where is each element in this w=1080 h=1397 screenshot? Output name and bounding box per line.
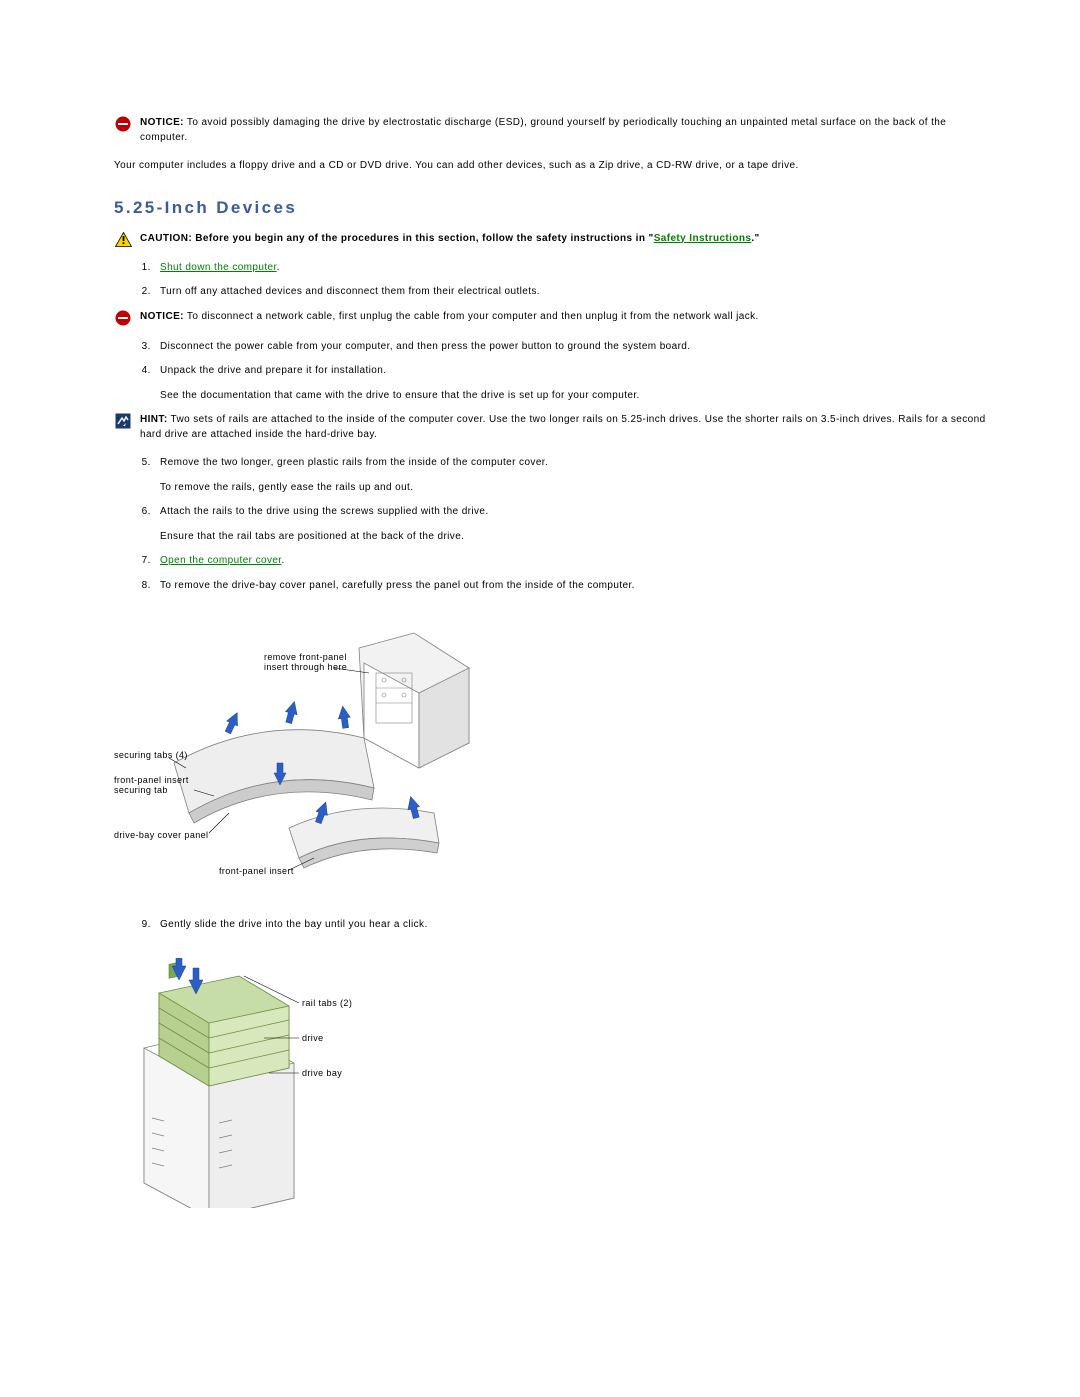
notice-body: To avoid possibly damaging the drive by … [140, 117, 946, 143]
caution-after: ." [751, 233, 759, 244]
step-2: Turn off any attached devices and discon… [154, 285, 990, 300]
step-6: Attach the rails to the drive using the … [154, 505, 990, 544]
caution-label: CAUTION: [140, 233, 195, 244]
section-heading: 5.25-Inch Devices [114, 198, 990, 218]
notice-text: NOTICE: To disconnect a network cable, f… [140, 310, 990, 325]
notice-network: NOTICE: To disconnect a network cable, f… [114, 310, 990, 326]
hint-icon [114, 413, 132, 429]
open-cover-link[interactable]: Open the computer cover [160, 555, 282, 566]
step-8: To remove the drive-bay cover panel, car… [154, 579, 990, 594]
step-1-trail: . [277, 262, 280, 273]
caution-text: CAUTION: Before you begin any of the pro… [140, 232, 990, 247]
procedure-list-cont: Disconnect the power cable from your com… [114, 340, 990, 404]
caution-icon [114, 232, 132, 247]
notice-esd: NOTICE: To avoid possibly damaging the d… [114, 116, 990, 145]
step-4-main: Unpack the drive and prepare it for inst… [160, 365, 386, 376]
notice-text: NOTICE: To avoid possibly damaging the d… [140, 116, 990, 145]
notice-icon [114, 310, 132, 326]
step-5-main: Remove the two longer, green plastic rai… [160, 457, 548, 468]
step-6-sub: Ensure that the rail tabs are positioned… [160, 530, 990, 545]
step-5-sub: To remove the rails, gently ease the rai… [160, 481, 990, 496]
fig1-label-fp-tab: front-panel insert securing tab [114, 775, 192, 795]
caution-before: Before you begin any of the procedures i… [195, 233, 653, 244]
safety-instructions-link[interactable]: Safety Instructions [654, 233, 752, 244]
step-7-trail: . [282, 555, 285, 566]
intro-paragraph: Your computer includes a floppy drive an… [114, 159, 990, 174]
fig1-label-securing-tabs: securing tabs (4) [114, 750, 188, 760]
figure-drive-in-bay: rail tabs (2) drive drive bay [114, 958, 990, 1208]
hint-body: Two sets of rails are attached to the in… [140, 414, 986, 440]
hint-text: HINT: Two sets of rails are attached to … [140, 413, 990, 442]
step-9: Gently slide the drive into the bay unti… [154, 918, 990, 933]
step-6-main: Attach the rails to the drive using the … [160, 506, 489, 517]
step-4-sub: See the documentation that came with the… [160, 389, 990, 404]
caution-safety: CAUTION: Before you begin any of the pro… [114, 232, 990, 247]
step-4: Unpack the drive and prepare it for inst… [154, 364, 990, 403]
shutdown-link[interactable]: Shut down the computer [160, 262, 277, 273]
step-1: Shut down the computer. [154, 261, 990, 276]
step-5: Remove the two longer, green plastic rai… [154, 456, 990, 495]
notice-label: NOTICE: [140, 311, 184, 322]
fig2-label-drive-bay: drive bay [302, 1068, 342, 1078]
step-3: Disconnect the power cable from your com… [154, 340, 990, 355]
notice-body: To disconnect a network cable, first unp… [184, 311, 759, 322]
notice-icon [114, 116, 132, 132]
hint-label: HINT: [140, 414, 168, 425]
fig1-label-insert-through: remove front-panel insert through here [264, 652, 350, 672]
fig2-label-rail-tabs: rail tabs (2) [302, 998, 352, 1008]
procedure-list-cont3: Gently slide the drive into the bay unti… [114, 918, 990, 933]
hint-rails: HINT: Two sets of rails are attached to … [114, 413, 990, 442]
notice-label: NOTICE: [140, 117, 184, 128]
document-page: NOTICE: To avoid possibly damaging the d… [0, 0, 1080, 1293]
procedure-list: Shut down the computer. Turn off any att… [114, 261, 990, 300]
step-7: Open the computer cover. [154, 554, 990, 569]
fig1-label-fp-insert: front-panel insert [219, 866, 294, 876]
fig1-label-drive-bay-cover: drive-bay cover panel [114, 830, 208, 840]
figure-drive-bay-cover: remove front-panel insert through here s… [114, 618, 990, 893]
fig2-label-drive: drive [302, 1033, 324, 1043]
procedure-list-cont2: Remove the two longer, green plastic rai… [114, 456, 990, 593]
